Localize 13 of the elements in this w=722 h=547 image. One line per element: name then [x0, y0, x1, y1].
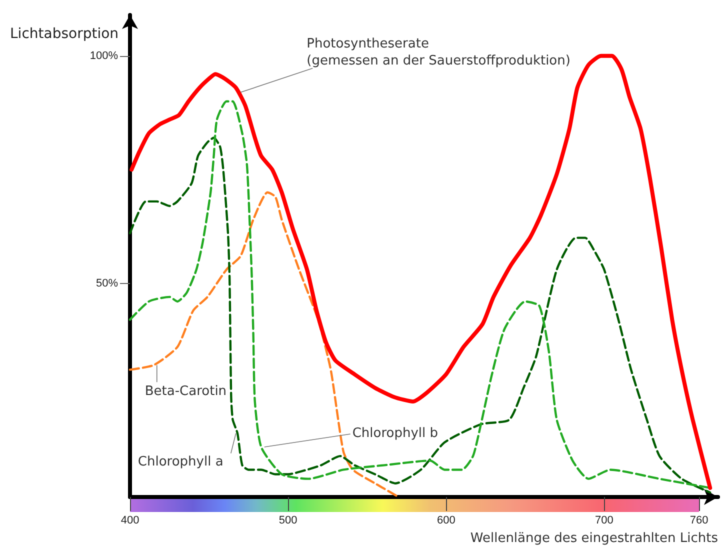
annotation: Chlorophyll b: [352, 426, 438, 441]
x-tick-label: 600: [436, 514, 456, 526]
x-tick-label: 700: [595, 514, 614, 526]
y-tick-label: 100%: [90, 50, 118, 62]
x-axis-title: Wellenlänge des eingestrahlten Lichts: [470, 531, 718, 546]
x-tick-label: 760: [690, 514, 708, 526]
y-axis-title: Lichtabsorption: [10, 26, 119, 42]
x-tick-label: 500: [278, 514, 298, 526]
annotation: Beta-Carotin: [144, 384, 227, 400]
annotation: Chlorophyll a: [138, 454, 224, 470]
x-tick-label: 400: [120, 514, 140, 526]
annotation: Photosyntheserate (gemessen an der Sauerstoffproduktion): [306, 36, 570, 68]
y-tick-label: 50%: [96, 277, 118, 290]
